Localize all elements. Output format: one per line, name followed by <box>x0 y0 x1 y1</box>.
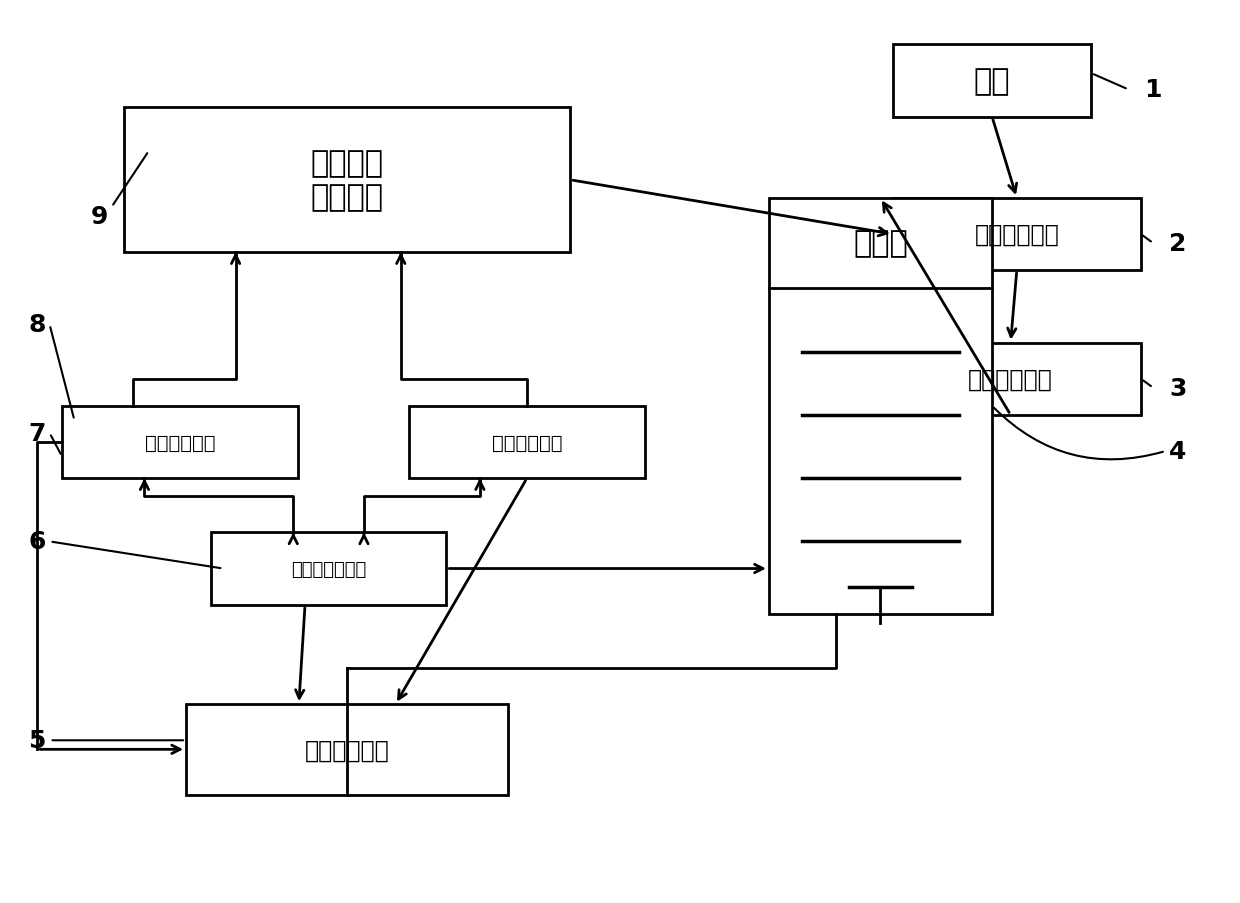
Text: 电源: 电源 <box>973 67 1011 96</box>
Text: 1: 1 <box>1145 79 1162 102</box>
Text: 关断信号
延时模块: 关断信号 延时模块 <box>311 149 383 212</box>
FancyBboxPatch shape <box>409 406 645 479</box>
Text: 电压基准源模块: 电压基准源模块 <box>291 560 366 578</box>
FancyBboxPatch shape <box>62 406 298 479</box>
Text: 电流比较模块: 电流比较模块 <box>492 433 562 452</box>
Text: 9: 9 <box>91 205 108 228</box>
Text: 续流电路模块: 续流电路模块 <box>968 368 1053 391</box>
FancyBboxPatch shape <box>211 533 446 605</box>
FancyBboxPatch shape <box>186 704 508 795</box>
FancyBboxPatch shape <box>880 343 1141 415</box>
FancyBboxPatch shape <box>124 108 570 253</box>
Text: 电池组: 电池组 <box>853 229 908 258</box>
Text: 驱动电路模块: 驱动电路模块 <box>975 223 1059 247</box>
FancyBboxPatch shape <box>893 45 1091 117</box>
Text: 7: 7 <box>29 422 46 445</box>
Text: 3: 3 <box>1169 377 1187 400</box>
Text: 4: 4 <box>1169 440 1187 463</box>
Text: 8: 8 <box>29 313 46 337</box>
Text: 6: 6 <box>29 530 46 554</box>
Text: 5: 5 <box>29 729 46 752</box>
Text: 电压比较模块: 电压比较模块 <box>145 433 215 452</box>
Text: 2: 2 <box>1169 232 1187 256</box>
FancyBboxPatch shape <box>893 199 1141 271</box>
Text: 充电指示模块: 充电指示模块 <box>305 738 389 761</box>
FancyBboxPatch shape <box>769 199 992 614</box>
